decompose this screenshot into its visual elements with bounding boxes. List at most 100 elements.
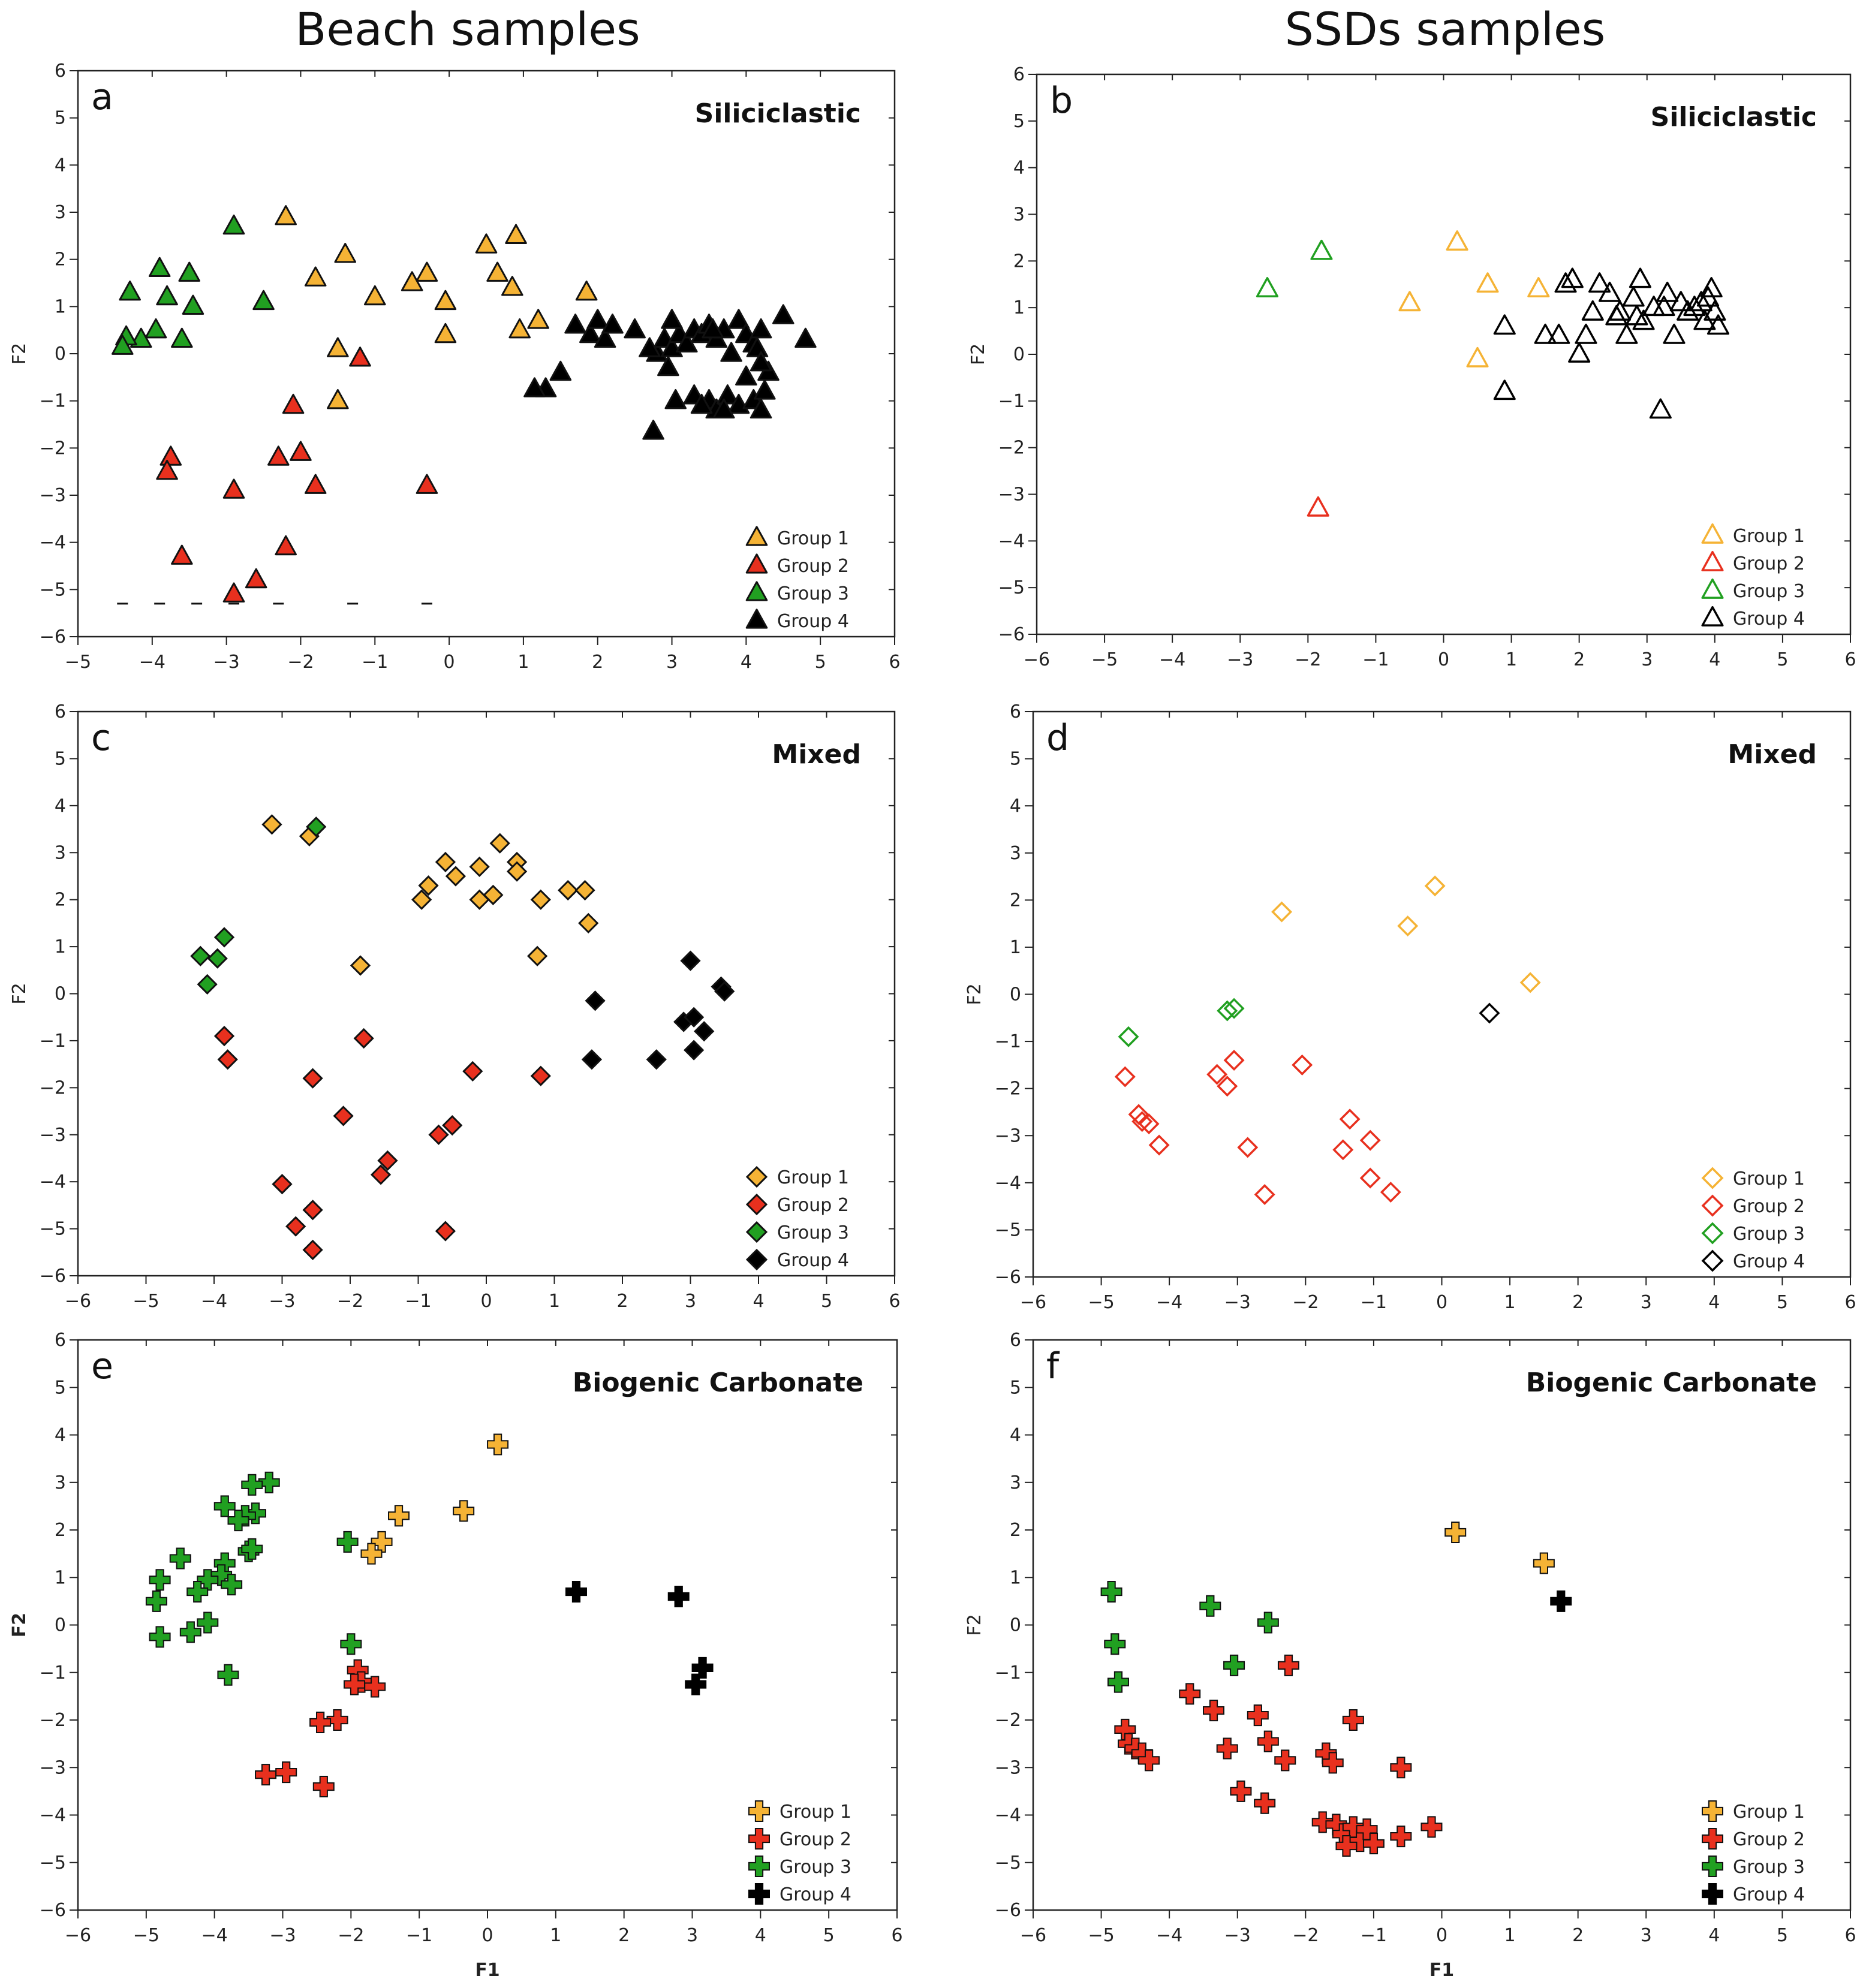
point-group-2 (1128, 1104, 1149, 1125)
legend-label-group-1: Group 1 (777, 1167, 849, 1188)
x-tick-label: 5 (1777, 1925, 1788, 1946)
point-group-2 (435, 1221, 456, 1242)
y-tick-label: 5 (55, 1377, 66, 1398)
legend-marker-group-1 (745, 1165, 768, 1188)
point-group-2 (1307, 496, 1329, 517)
x-tick-label: −5 (65, 652, 91, 673)
point-group-2 (275, 535, 297, 556)
y-tick-label: −6 (995, 1267, 1021, 1288)
point-group-1 (1397, 915, 1419, 937)
y-tick-label: 4 (1010, 796, 1021, 817)
point-group-1 (388, 1505, 410, 1527)
legend-marker-group-1 (1701, 523, 1724, 544)
point-group-2 (290, 441, 312, 461)
point-group-3 (340, 1633, 362, 1655)
x-tick-label: 6 (1844, 1292, 1856, 1313)
point-group-4 (685, 1673, 707, 1695)
legend-marker-group-2 (1702, 1828, 1723, 1850)
y-tick-label: 6 (55, 701, 66, 722)
legend-label-group-2: Group 2 (777, 1195, 849, 1216)
point-group-4 (1561, 267, 1584, 288)
x-tick-label: 1 (517, 652, 529, 673)
point-group-3 (241, 1474, 263, 1496)
x-tick-label: 0 (1436, 1292, 1447, 1313)
y-tick-label: 3 (55, 202, 66, 223)
legend-label-group-2: Group 2 (1733, 553, 1805, 574)
x-tick-label: −6 (1020, 1292, 1046, 1313)
point-group-4 (1588, 272, 1611, 293)
y-tick-label: −1 (40, 1662, 66, 1683)
point-group-4 (754, 379, 776, 400)
legend-label-group-1: Group 1 (777, 528, 849, 549)
x-tick-label: 4 (1708, 1292, 1720, 1313)
x-tick-label: −1 (362, 652, 388, 673)
legend-label-group-2: Group 2 (1733, 1829, 1805, 1850)
panel-letter: e (91, 1345, 113, 1387)
point-group-2 (1311, 1811, 1334, 1833)
point-group-2 (312, 1775, 335, 1797)
legend-label-group-4: Group 4 (1733, 1884, 1805, 1905)
x-tick-label: −3 (1224, 1292, 1251, 1313)
point-group-1 (489, 833, 510, 854)
x-tick-label: 6 (891, 1925, 902, 1946)
legend-label-group-3: Group 3 (777, 583, 849, 604)
x-tick-label: −2 (1295, 649, 1321, 670)
point-group-1 (506, 861, 528, 882)
x-tick-label: −2 (338, 1925, 364, 1946)
y-tick-label: 4 (55, 1425, 66, 1446)
y-tick-label: 6 (1013, 64, 1025, 85)
point-group-3 (182, 294, 204, 315)
legend-marker-group-4 (748, 1883, 770, 1905)
x-tick-label: −3 (269, 1925, 296, 1946)
point-group-3 (221, 1574, 243, 1596)
x-tick-label: −4 (201, 1291, 227, 1312)
legend-label-group-3: Group 3 (779, 1857, 851, 1878)
point-group-4 (750, 351, 772, 372)
panel-type-label: Siliciclastic (695, 98, 861, 129)
legend-label-group-1: Group 1 (1733, 1168, 1805, 1189)
x-tick-label: 2 (616, 1291, 628, 1312)
point-group-2 (1237, 1137, 1259, 1158)
point-group-3 (1107, 1671, 1129, 1693)
point-group-3 (156, 285, 178, 306)
point-group-4 (523, 377, 546, 397)
plot-frame (1032, 710, 1852, 1278)
point-group-4 (1642, 296, 1665, 317)
point-group-4 (1493, 314, 1516, 335)
point-group-4 (1493, 379, 1516, 400)
point-group-3 (217, 1664, 239, 1686)
point-group-3 (190, 945, 211, 966)
point-group-1 (1444, 1521, 1467, 1543)
point-group-1 (1398, 291, 1421, 312)
x-tick-label: 3 (1641, 1292, 1652, 1313)
point-group-4 (1605, 305, 1628, 326)
y-tick-label: 1 (1010, 1567, 1021, 1588)
point-group-4 (694, 1021, 715, 1042)
point-group-1 (475, 233, 498, 254)
point-group-2 (1292, 1054, 1313, 1076)
x-tick-label: 0 (480, 1291, 492, 1312)
x-tick-label: −3 (1227, 649, 1253, 670)
point-group-2 (1335, 1835, 1358, 1857)
y-tick-label: 5 (1010, 1377, 1021, 1398)
y-tick-label: 1 (1010, 937, 1021, 958)
y-tick-label: −3 (995, 1125, 1021, 1146)
legend-label-group-3: Group 3 (1733, 1224, 1805, 1245)
x-tick-label: −1 (1361, 1925, 1387, 1946)
point-group-1 (505, 224, 527, 244)
point-group-2 (1257, 1730, 1279, 1752)
x-tick-label: 6 (1844, 1925, 1856, 1946)
point-group-2 (1420, 1816, 1443, 1838)
point-group-1 (350, 955, 371, 976)
point-group-3 (145, 318, 167, 339)
point-group-2 (1339, 1109, 1361, 1130)
legend-marker-group-3 (748, 1856, 770, 1877)
y-tick-label: −1 (995, 1662, 1021, 1683)
point-group-3 (149, 1569, 171, 1591)
x-tick-label: 2 (618, 1925, 630, 1946)
point-group-4 (1653, 296, 1675, 317)
y-axis-label: F2 (964, 983, 985, 1005)
x-tick-label: 0 (444, 652, 455, 673)
point-group-3 (119, 280, 141, 301)
point-group-3 (1223, 998, 1245, 1019)
